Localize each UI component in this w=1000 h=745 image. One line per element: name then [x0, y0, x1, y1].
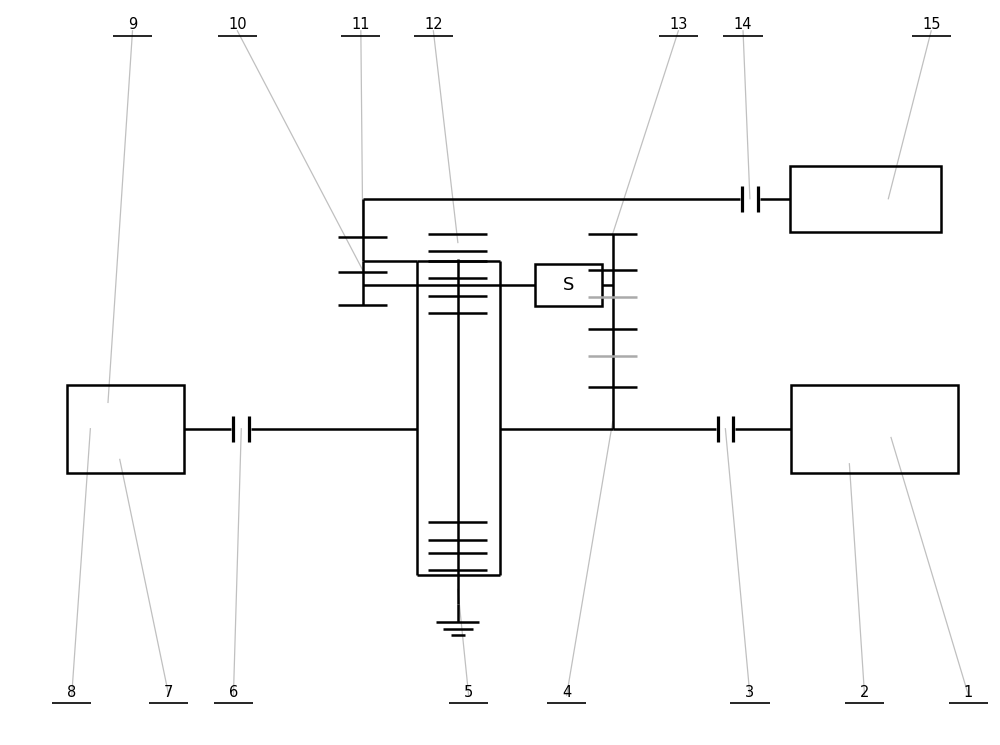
Text: 2: 2: [860, 685, 869, 700]
Text: 6: 6: [229, 685, 238, 700]
Bar: [535, 264, 602, 306]
Text: 7: 7: [164, 685, 173, 700]
Text: 5: 5: [464, 685, 473, 700]
Text: 9: 9: [128, 17, 137, 32]
Text: 13: 13: [669, 17, 688, 32]
Text: 1: 1: [964, 685, 973, 700]
Bar: [67, 385, 184, 472]
Text: 10: 10: [228, 17, 247, 32]
Text: 14: 14: [734, 17, 752, 32]
Bar: [791, 385, 958, 472]
Bar: [790, 166, 941, 232]
Text: 4: 4: [562, 685, 571, 700]
Text: 12: 12: [424, 17, 443, 32]
Text: 3: 3: [745, 685, 754, 700]
Text: 15: 15: [922, 17, 940, 32]
Text: 8: 8: [67, 685, 76, 700]
Text: 11: 11: [352, 17, 370, 32]
Text: S: S: [563, 276, 574, 294]
